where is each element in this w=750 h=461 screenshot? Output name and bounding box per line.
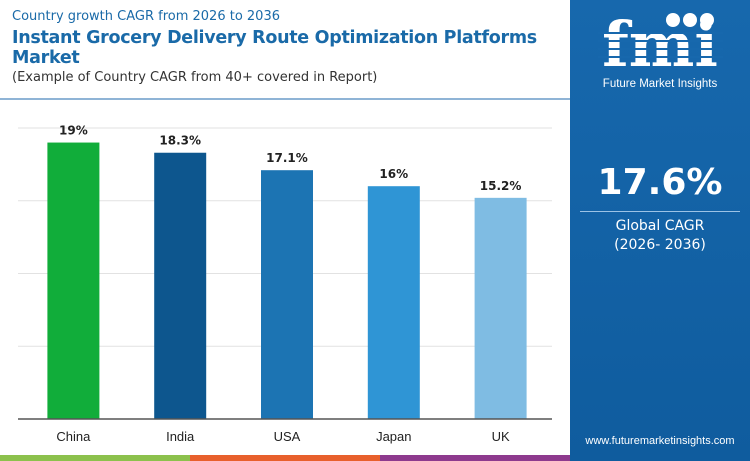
data-label: 16% [379,167,408,181]
bar-india [154,152,207,420]
global-cagr-period: (2026- 2036) [614,237,706,253]
x-tick-label: Japan [376,429,411,444]
bar-japan [367,186,420,419]
website-link[interactable]: www.futuremarketinsights.com [585,435,735,447]
note: (Example of Country CAGR from 40+ covere… [12,70,378,85]
strip-green [0,455,190,461]
global-cagr-value: 17.6% [597,162,723,203]
global-cagr-label: Global CAGR [615,218,705,234]
data-label: 15.2% [480,179,522,193]
divider [0,98,570,100]
bar-uk [474,197,527,419]
strip-purple [380,455,570,461]
bar-chart: 19% China 18.3% India 17.1% USA 16% Japan 15.2% U… [18,124,552,444]
x-tick-label: USA [274,429,301,444]
x-tick-label: UK [492,429,510,444]
fmi-logo: fmi [598,10,723,70]
bar-china [47,142,100,420]
data-label: 18.3% [159,134,201,148]
data-label: 19% [59,124,88,138]
chart-title: Instant Grocery Delivery Route Optimizat… [12,28,537,68]
strip-orange [190,455,380,461]
summary-panel: fmi Future Market Insights 17.6% Global … [570,0,750,461]
brand-name: Future Market Insights [602,78,718,90]
data-label: 17.1% [266,151,308,165]
separator [580,211,740,212]
x-tick-label: China [56,429,91,444]
bar-usa [261,170,313,419]
x-tick-label: India [166,429,195,444]
subtitle: Country growth CAGR from 2026 to 2036 [12,9,280,24]
